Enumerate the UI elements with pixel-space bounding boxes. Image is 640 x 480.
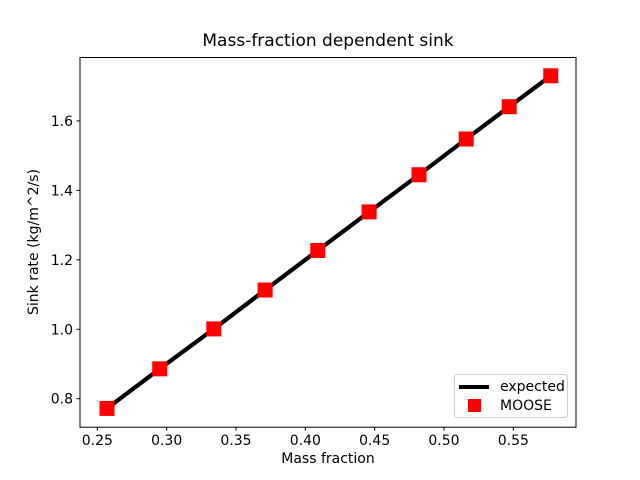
- plot-border: [79, 57, 577, 428]
- moose-marker-icon: [459, 399, 489, 412]
- chart-title: Mass-fraction dependent sink: [202, 31, 454, 51]
- moose-marker: [411, 167, 427, 183]
- moose-marker: [543, 68, 559, 84]
- expected-line: [104, 73, 553, 411]
- x-tick-label: 0.45: [359, 433, 390, 449]
- legend: expected MOOSE: [454, 374, 568, 418]
- moose-marker: [458, 131, 474, 147]
- moose-marker-swatch: [467, 399, 481, 412]
- x-tick-label: 0.30: [151, 433, 182, 449]
- x-tick-label: 0.25: [82, 433, 113, 449]
- y-tick-label: 1.4: [51, 183, 73, 199]
- y-tick-label: 1.6: [51, 114, 73, 130]
- legend-item-moose: MOOSE: [459, 396, 561, 415]
- moose-markers: [99, 68, 559, 416]
- y-axis-ticks: 0.8 1.0 1.2 1.4 1.6: [51, 114, 80, 408]
- x-axis-ticks: 0.25 0.30 0.35 0.40 0.45 0.50 0.55: [82, 427, 529, 449]
- moose-marker: [152, 361, 168, 377]
- expected-line-icon: [459, 384, 489, 389]
- moose-marker: [257, 282, 273, 298]
- moose-marker: [361, 204, 377, 220]
- x-tick-label: 0.35: [220, 433, 251, 449]
- legend-label-expected: expected: [500, 378, 565, 395]
- legend-item-expected: expected: [459, 377, 565, 396]
- y-tick-label: 1.2: [51, 253, 73, 269]
- moose-marker: [206, 321, 222, 337]
- legend-label-moose: MOOSE: [500, 397, 552, 414]
- y-tick-label: 1.0: [51, 322, 73, 338]
- x-axis-label: Mass fraction: [281, 451, 375, 467]
- y-tick-label: 0.8: [51, 392, 73, 408]
- expected-line-swatch: [459, 384, 489, 389]
- x-tick-label: 0.40: [290, 433, 321, 449]
- y-axis-label: Sink rate (kg/m^2/s): [26, 169, 42, 316]
- x-tick-label: 0.55: [498, 433, 529, 449]
- moose-marker: [310, 242, 326, 258]
- moose-marker: [99, 400, 115, 416]
- x-tick-label: 0.50: [428, 433, 459, 449]
- moose-marker: [501, 99, 517, 115]
